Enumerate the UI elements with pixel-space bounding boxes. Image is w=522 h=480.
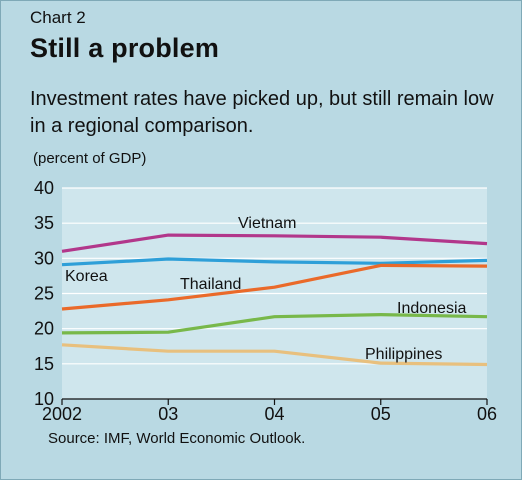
y-tick-label: 10: [34, 389, 54, 409]
x-tick-label: 05: [371, 404, 391, 424]
series-line-korea: [61, 257, 488, 267]
y-tick-label: 25: [34, 284, 54, 304]
series-line-vietnam: [61, 233, 488, 253]
series-label-philippines: Philippines: [365, 346, 442, 363]
series-label-korea: Korea: [65, 268, 108, 285]
x-tick-label: 2002: [42, 404, 82, 424]
series-line-philippines: [61, 343, 488, 367]
chart-number: Chart 2: [30, 8, 86, 27]
series-label-thailand: Thailand: [180, 276, 241, 293]
chart-subtitle: Investment rates have picked up, but sti…: [30, 88, 494, 137]
series-line-thailand: [61, 263, 488, 311]
y-tick-label: 20: [34, 319, 54, 339]
y-tick-label: 30: [34, 248, 54, 268]
source-note: Source: IMF, World Economic Outlook.: [48, 430, 306, 447]
unit-label: (percent of GDP): [33, 150, 147, 167]
series-label-indonesia: Indonesia: [397, 300, 466, 317]
y-tick-label: 35: [34, 213, 54, 233]
y-tick-label: 40: [34, 178, 54, 198]
x-tick-label: 06: [477, 404, 497, 424]
chart-title: Still a problem: [30, 33, 220, 63]
x-tick-label: 03: [158, 404, 178, 424]
series-line-indonesia: [61, 313, 488, 335]
series-label-vietnam: Vietnam: [238, 215, 296, 232]
y-tick-label: 15: [34, 354, 54, 374]
x-tick-label: 04: [264, 404, 284, 424]
